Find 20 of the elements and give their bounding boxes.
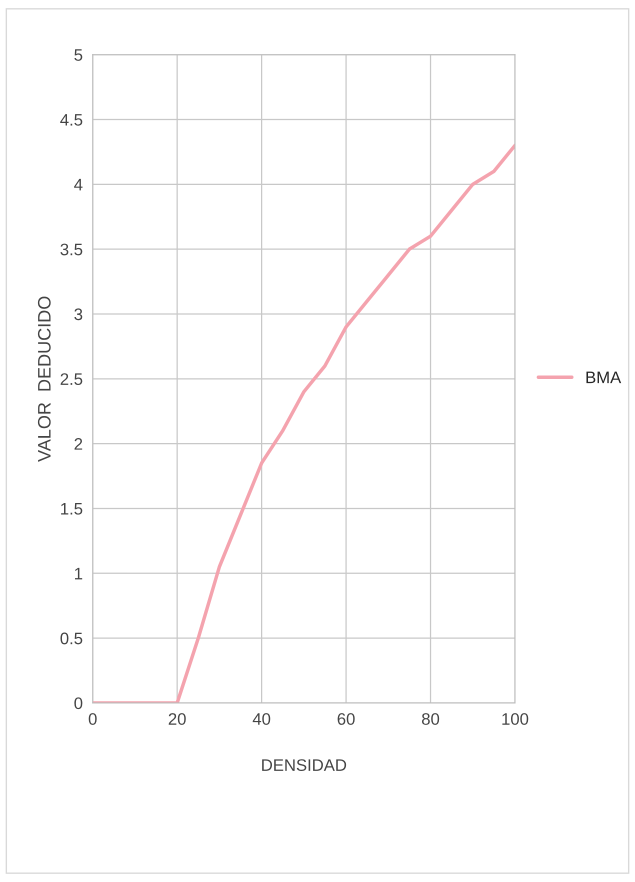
x-tick-label: 20: [168, 713, 186, 725]
y-tick-label: 1: [74, 568, 82, 580]
y-tick-label: 2: [74, 438, 82, 450]
y-axis-title: VALOR DEDUCIDO: [38, 296, 51, 462]
x-tick-label: 40: [252, 713, 270, 725]
y-tick-label: 1.5: [61, 503, 82, 515]
x-tick-label: 100: [502, 713, 528, 725]
x-axis-title: DENSIDAD: [262, 759, 346, 772]
y-tick-label: 2.5: [60, 373, 82, 386]
y-tick-label: 0.5: [60, 632, 82, 644]
x-tick-label: 60: [338, 713, 355, 725]
y-tick-label: 3.5: [60, 244, 82, 256]
y-tick-label: 5: [74, 49, 82, 61]
y-tick-label: 3: [74, 308, 82, 320]
legend-label: BMA: [586, 372, 622, 384]
y-tick-label: 0: [74, 697, 82, 710]
x-tick-label: 0: [88, 713, 97, 725]
x-tick-label: 80: [422, 713, 440, 725]
y-tick-label: 4.5: [60, 114, 82, 126]
y-tick-label: 4: [74, 178, 82, 190]
